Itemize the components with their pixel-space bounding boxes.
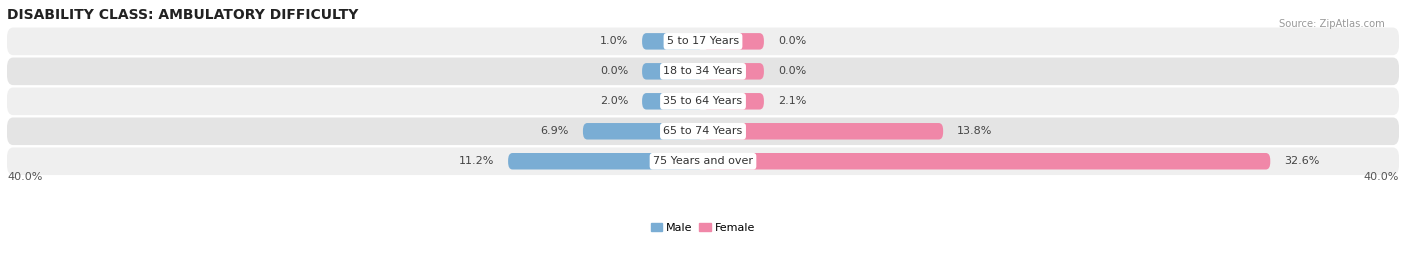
FancyBboxPatch shape xyxy=(703,153,1270,169)
Text: 32.6%: 32.6% xyxy=(1284,156,1320,166)
Text: 11.2%: 11.2% xyxy=(458,156,494,166)
Text: 13.8%: 13.8% xyxy=(957,126,993,136)
Text: 40.0%: 40.0% xyxy=(1364,172,1399,182)
Text: 40.0%: 40.0% xyxy=(7,172,42,182)
Text: 6.9%: 6.9% xyxy=(541,126,569,136)
Text: 35 to 64 Years: 35 to 64 Years xyxy=(664,96,742,106)
FancyBboxPatch shape xyxy=(643,63,703,80)
Text: 75 Years and over: 75 Years and over xyxy=(652,156,754,166)
Text: DISABILITY CLASS: AMBULATORY DIFFICULTY: DISABILITY CLASS: AMBULATORY DIFFICULTY xyxy=(7,8,359,22)
Text: 5 to 17 Years: 5 to 17 Years xyxy=(666,36,740,46)
FancyBboxPatch shape xyxy=(7,147,1399,175)
FancyBboxPatch shape xyxy=(583,123,703,140)
FancyBboxPatch shape xyxy=(508,153,703,169)
Text: 2.1%: 2.1% xyxy=(778,96,806,106)
FancyBboxPatch shape xyxy=(703,63,763,80)
Text: 65 to 74 Years: 65 to 74 Years xyxy=(664,126,742,136)
FancyBboxPatch shape xyxy=(643,33,703,50)
FancyBboxPatch shape xyxy=(643,93,703,110)
FancyBboxPatch shape xyxy=(7,58,1399,85)
Text: 0.0%: 0.0% xyxy=(778,66,806,76)
Text: 0.0%: 0.0% xyxy=(778,36,806,46)
Text: Source: ZipAtlas.com: Source: ZipAtlas.com xyxy=(1279,19,1385,29)
FancyBboxPatch shape xyxy=(7,88,1399,115)
Text: 2.0%: 2.0% xyxy=(600,96,628,106)
FancyBboxPatch shape xyxy=(703,123,943,140)
Text: 1.0%: 1.0% xyxy=(600,36,628,46)
Text: 18 to 34 Years: 18 to 34 Years xyxy=(664,66,742,76)
FancyBboxPatch shape xyxy=(7,117,1399,145)
FancyBboxPatch shape xyxy=(703,93,763,110)
FancyBboxPatch shape xyxy=(703,33,763,50)
Legend: Male, Female: Male, Female xyxy=(647,218,759,237)
Text: 0.0%: 0.0% xyxy=(600,66,628,76)
FancyBboxPatch shape xyxy=(7,28,1399,55)
